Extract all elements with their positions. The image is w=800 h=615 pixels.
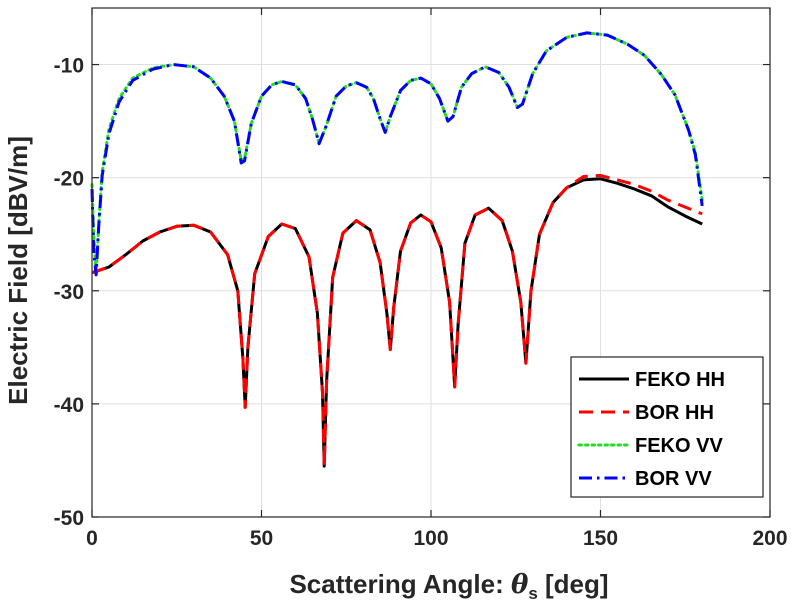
x-axis-label-symbol: θ <box>511 570 529 600</box>
x-tick-label-0: 0 <box>86 527 98 550</box>
axis-ticks: 0 50 100 150 200 -50 -40 -30 -20 -10 <box>54 8 788 550</box>
series-feko-vv <box>90 31 704 277</box>
legend-label-2: FEKO VV <box>635 435 723 457</box>
series-bor-hh <box>91 173 703 468</box>
y-tick-label-1: -40 <box>54 394 84 417</box>
y-tick-label-4: -10 <box>54 55 84 78</box>
legend-label-3: BOR VV <box>635 468 712 490</box>
x-tick-label-3: 150 <box>583 527 618 550</box>
series-bor-vv <box>90 31 704 277</box>
x-axis-label-unit: [deg] <box>538 569 609 599</box>
x-axis-label: Scattering Angle: θs [deg] <box>289 569 608 603</box>
legend-label-0: FEKO HH <box>635 369 725 391</box>
y-axis-label: Electric Field [dBV/m] <box>3 136 33 405</box>
y-tick-label-3: -20 <box>54 168 84 191</box>
x-tick-label-4: 200 <box>752 527 787 550</box>
y-tick-label-2: -30 <box>54 281 84 304</box>
x-tick-label-1: 50 <box>250 527 273 550</box>
y-tick-label-0: -50 <box>54 507 84 530</box>
x-tick-label-2: 100 <box>413 527 448 550</box>
x-axis-label-subscript: s <box>528 584 537 603</box>
series-layer <box>90 31 704 468</box>
legend-label-1: BOR HH <box>635 402 714 424</box>
legend: FEKO HH BOR HH FEKO VV BOR VV <box>570 356 764 498</box>
x-axis-label-text: Scattering Angle: <box>289 569 511 599</box>
